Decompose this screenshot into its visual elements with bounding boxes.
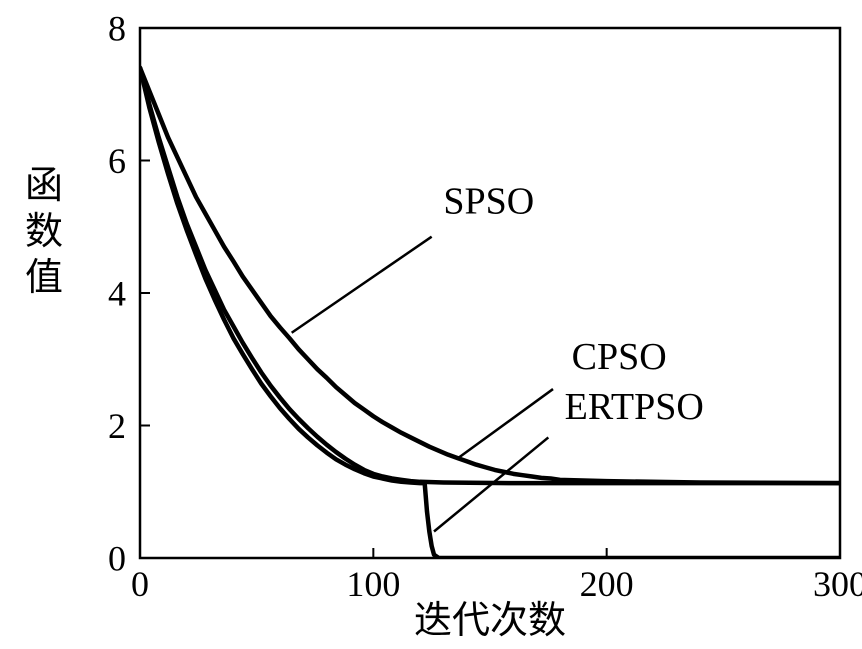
series-cpso bbox=[140, 68, 840, 483]
series-spso bbox=[140, 68, 840, 483]
annotation-spso-label: SPSO bbox=[443, 181, 534, 223]
y-axis-label-char: 数 bbox=[25, 211, 63, 253]
annotation-ertpso-label: ERTPSO bbox=[565, 386, 704, 428]
xtick-label: 0 bbox=[131, 564, 149, 604]
annotation-cpso-label: CPSO bbox=[572, 336, 667, 378]
y-axis-label-char: 函 bbox=[25, 165, 63, 207]
annotation-cpso-leader bbox=[457, 389, 553, 459]
ytick-label: 4 bbox=[108, 274, 126, 314]
ytick-label: 2 bbox=[108, 406, 126, 446]
annotation-spso-leader bbox=[292, 237, 432, 333]
x-axis-label: 迭代次数 bbox=[414, 600, 566, 642]
convergence-chart: 0 100 200 300 0 2 4 6 8 迭代次数 函数值 SPSO CPSO ERTPSO bbox=[0, 0, 862, 649]
y-axis-label-char: 值 bbox=[25, 257, 63, 299]
xtick-label: 100 bbox=[346, 564, 400, 604]
ytick-label: 0 bbox=[108, 539, 126, 579]
ytick-label: 8 bbox=[108, 9, 126, 49]
xtick-label: 200 bbox=[580, 564, 634, 604]
xtick-label: 300 bbox=[813, 564, 862, 604]
ytick-label: 6 bbox=[108, 141, 126, 181]
chart-svg: 0 100 200 300 0 2 4 6 8 迭代次数 函数值 SPSO CPSO ERTPSO bbox=[0, 0, 862, 649]
plot-box bbox=[140, 28, 840, 558]
